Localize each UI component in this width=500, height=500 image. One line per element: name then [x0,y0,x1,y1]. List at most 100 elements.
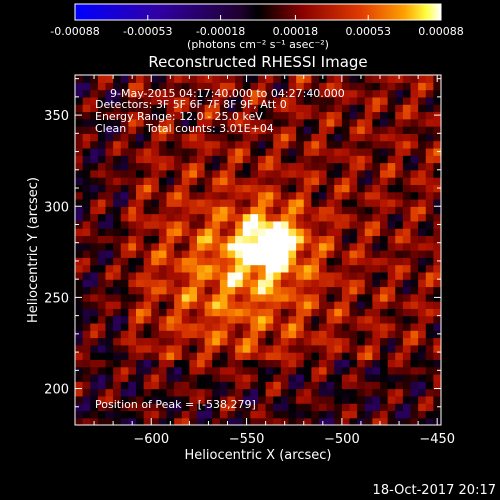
heatmap-cell [265,344,274,353]
heatmap-cell [151,140,160,149]
heatmap-cell [75,264,84,273]
heatmap-cell [181,198,190,207]
heatmap-cell [235,206,244,215]
heatmap-cell [235,82,244,91]
heatmap-cell [303,279,312,288]
heatmap-cell [128,315,137,324]
heatmap-cell [418,235,427,244]
heatmap-cell [250,133,259,142]
heatmap-cell [235,344,244,353]
heatmap-cell [166,271,175,280]
heatmap-cell [402,403,412,412]
heatmap-cell [410,169,419,178]
heatmap-cell [75,410,84,419]
heatmap-cell [288,198,297,207]
heatmap-cell [204,169,213,178]
heatmap-cell [296,373,305,382]
heatmap-cell [227,388,236,397]
heatmap-cell [151,395,160,404]
heatmap-cell [387,264,396,273]
heatmap-cell [364,352,373,360]
heatmap-cell [197,286,206,295]
heatmap-cell [242,264,251,273]
heatmap-cell [372,147,381,156]
heatmap-cell [349,308,358,317]
heatmap-cell [97,96,107,105]
heatmap-cell [235,395,244,404]
heatmap-cell [166,140,175,149]
heatmap-cell [197,395,206,404]
heatmap-cell [204,264,213,273]
heatmap-cell [212,337,221,346]
heatmap-cell [120,352,129,360]
heatmap-cell [341,352,351,360]
heatmap-cell [341,271,351,280]
heatmap-cell [181,337,190,346]
heatmap-cell [166,308,175,317]
heatmap-cell [250,373,259,382]
heatmap-cell [174,373,183,382]
heatmap-cell [425,191,434,200]
heatmap-cell [334,242,343,251]
heatmap-cell [258,140,267,149]
heatmap-cell [288,352,297,360]
heatmap-cell [181,410,190,419]
heatmap-cell [311,184,320,193]
heatmap-cell [418,315,427,324]
heatmap-cell [174,133,183,142]
heatmap-cell [296,213,305,222]
heatmap-cell [97,250,107,258]
heatmap-cell [143,96,152,105]
heatmap-cell [425,235,434,244]
heatmap-cell [349,177,358,185]
heatmap-cell [250,169,259,178]
heatmap-cell [250,89,259,98]
heatmap-cell [242,315,251,324]
heatmap-cell [136,410,145,419]
heatmap-cell [280,155,290,164]
heatmap-cell [242,250,251,258]
heatmap-cell [334,257,343,266]
heatmap-cell [418,198,427,207]
heatmap-cell [181,373,190,382]
heatmap-cell [166,264,175,273]
heatmap-cell [235,381,244,390]
heatmap-cell [204,213,213,222]
heatmap-cell [326,177,335,185]
heatmap-cell [90,177,99,185]
heatmap-cell [258,293,267,302]
heatmap-cell [105,140,114,149]
heatmap-cell [265,96,274,105]
heatmap-cell [319,104,328,113]
heatmap-cell [97,417,107,425]
heatmap-cell [326,257,335,266]
heatmap-cell [319,373,328,382]
heatmap-cell [120,366,129,375]
heatmap-cell [303,315,312,324]
heatmap-cell [219,279,229,288]
x-tick-label: −450 [419,432,455,447]
heatmap-cell [219,140,229,149]
heatmap-cell [242,308,251,317]
heatmap-cell [242,126,251,134]
heatmap-cell [380,198,389,207]
heatmap-cell [120,322,129,331]
heatmap-cell [174,271,183,280]
heatmap-cell [395,242,404,251]
heatmap-cell [288,366,297,375]
heatmap-cell [197,82,206,91]
heatmap-cell [357,111,366,120]
heatmap-cell [433,198,441,207]
heatmap-cell [372,257,381,266]
heatmap-cell [250,352,259,360]
heatmap-cell [380,301,389,309]
heatmap-cell [189,337,198,346]
heatmap-cell [151,293,160,302]
heatmap-cell [82,118,91,127]
heatmap-cell [303,206,312,215]
heatmap-cell [395,133,404,142]
heatmap-cell [120,381,129,390]
heatmap-cell [380,177,389,185]
heatmap-cell [380,111,389,120]
heatmap-cell [105,198,114,207]
